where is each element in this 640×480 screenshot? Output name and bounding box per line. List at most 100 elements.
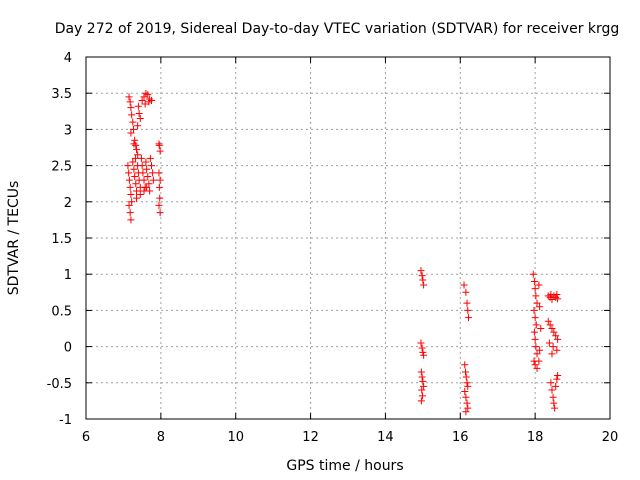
data-point [532,321,540,329]
data-point [417,267,425,275]
data-point [554,295,562,303]
data-point [530,277,538,285]
data-point [418,386,426,394]
data-point [547,379,555,387]
data-point [155,169,163,177]
data-point [554,372,562,380]
data-point [461,387,469,395]
data-point [130,125,138,133]
data-point [136,191,144,199]
x-tick-label: 16 [452,430,469,445]
data-point [131,154,139,162]
data-point [142,158,150,166]
data-point [134,151,142,159]
data-point [140,176,148,184]
data-point [156,194,164,202]
data-point [532,343,540,351]
data-point [155,141,163,149]
data-point [463,379,471,387]
data-point [418,344,426,352]
data-point [544,317,552,325]
data-point [144,91,152,99]
data-point [465,314,473,322]
data-point [126,209,134,217]
y-tick-label: 0.5 [51,304,72,319]
data-point [127,129,135,137]
data-point [463,399,471,407]
y-axis-label: SDTVAR / TECUs [6,181,22,296]
data-point [125,169,133,177]
y-tick-label: 1.5 [51,232,72,247]
data-point [420,351,428,359]
data-point [463,299,471,307]
grid-layer [85,56,611,420]
data-point [531,361,539,369]
data-point [144,172,152,180]
data-point [145,98,153,106]
data-point [554,335,562,343]
data-points [124,89,562,416]
data-point [535,357,543,365]
data-point [531,314,539,322]
data-point [134,102,142,110]
y-tick-label: 3 [64,123,72,138]
data-point [418,272,426,280]
y-tick-label: -1 [59,413,72,428]
data-point [537,325,545,332]
data-point [140,93,148,101]
data-point [131,136,139,144]
data-point [550,328,558,336]
data-point [128,111,136,119]
data-point [464,404,472,412]
data-point [129,118,137,126]
data-point [127,191,135,199]
data-point [552,382,560,390]
data-point [550,399,558,407]
x-axis-label: GPS time / hours [286,458,403,474]
data-point [462,288,470,296]
data-point [133,146,141,154]
data-point [419,377,427,385]
data-point [138,162,146,170]
data-point [128,198,136,206]
data-point [533,299,541,307]
data-point [126,183,134,191]
data-point [125,201,133,209]
data-point [530,328,538,336]
data-point [417,339,425,347]
tick-layer: 6 8 10 12 14 16 18 20 -1 -0.5 0 0.5 1 1.5 2 2.5 3 3.5 4 [47,51,619,445]
data-point [553,290,561,298]
y-tick-label: 2 [64,196,72,211]
data-point [149,169,157,177]
data-point [146,154,154,162]
data-point [130,140,138,148]
data-point [133,194,141,202]
data-point [462,368,470,376]
data-point [156,147,164,155]
data-point [462,373,470,381]
chart-title: Day 272 of 2019, Sidereal Day-to-day VTE… [55,21,620,37]
data-point [130,165,138,173]
data-point [136,115,144,123]
data-point [155,183,163,191]
x-tick-label: 18 [527,430,544,445]
data-point [418,373,426,381]
data-point [419,348,427,356]
data-point [124,162,132,170]
data-point [143,183,151,191]
data-point [417,368,425,376]
data-point [156,209,164,217]
data-point [536,346,544,354]
y-tick-label: 4 [64,51,72,66]
data-point [126,98,134,106]
data-point [139,169,147,177]
x-tick-label: 20 [602,430,619,445]
data-point [419,276,427,284]
data-point [127,216,135,224]
data-point [149,176,157,184]
data-point [156,176,164,184]
data-point [132,180,140,188]
data-point [125,93,133,101]
